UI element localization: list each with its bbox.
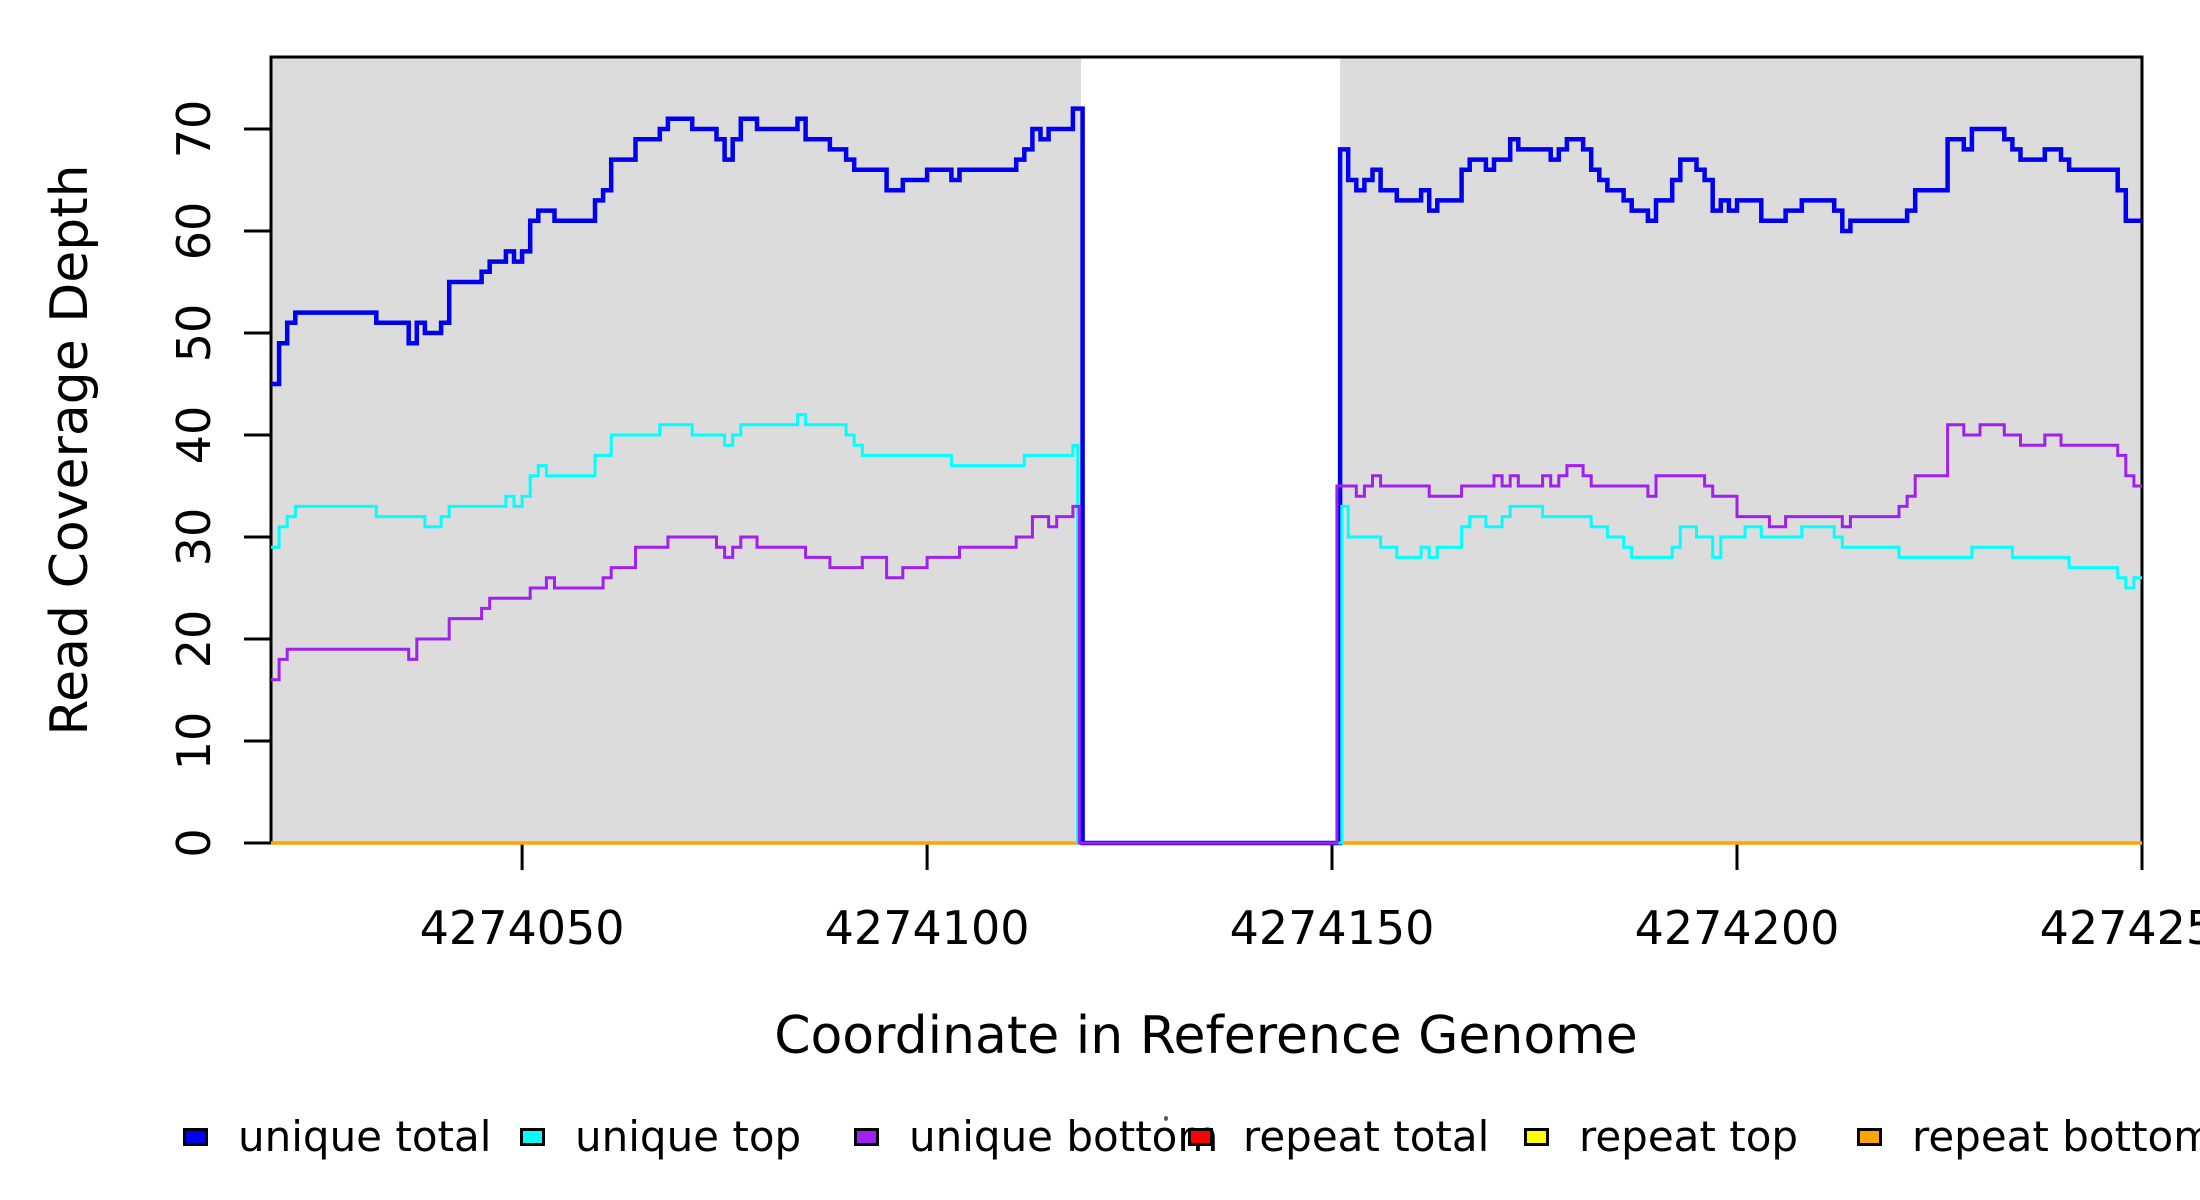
x-tick-label: 4274050: [420, 901, 625, 955]
y-tick-label: 0: [167, 828, 221, 857]
x-tick-label: 4274150: [1230, 901, 1435, 955]
stray-ink-mark: [1164, 1116, 1168, 1121]
series-unique-top: [271, 413, 2142, 845]
series-unique-bottom: [271, 423, 2142, 845]
x-tick-label: 4274250: [2040, 901, 2200, 955]
shaded-panel-2: [1340, 57, 2142, 843]
x-tick-label: 4274200: [1635, 901, 1840, 955]
y-tick-label: 30: [167, 508, 221, 567]
y-tick-label: 60: [167, 202, 221, 261]
series-unique-total: [271, 106, 2142, 846]
x-axis-title: Coordinate in Reference Genome: [774, 1006, 1638, 1066]
y-tick-label: 70: [167, 100, 221, 159]
x-tick-label: 4274100: [825, 901, 1030, 955]
y-tick-label: 10: [167, 712, 221, 771]
shaded-panel-1: [271, 57, 1081, 843]
y-axis-title: Read Coverage Depth: [40, 164, 100, 736]
y-tick-label: 20: [167, 610, 221, 669]
y-tick-label: 50: [167, 304, 221, 363]
y-tick-label: 40: [167, 406, 221, 465]
